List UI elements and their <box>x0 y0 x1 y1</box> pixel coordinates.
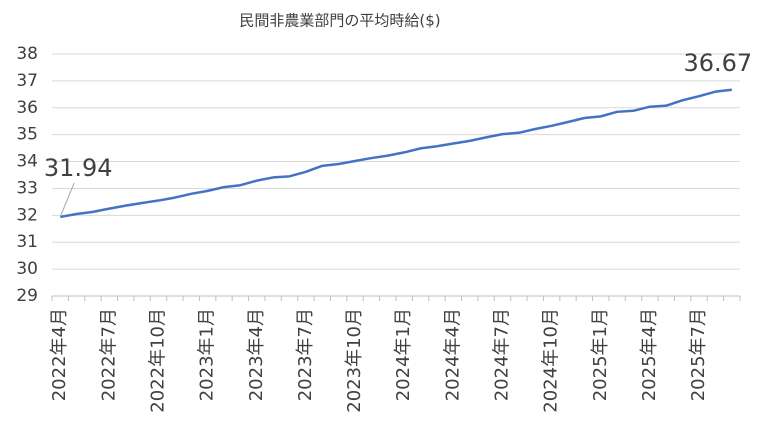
x-tick-label: 2022年10月 <box>147 308 168 413</box>
y-tick-label: 29 <box>16 286 38 306</box>
y-tick-label: 37 <box>16 71 38 91</box>
x-tick-label: 2024年4月 <box>442 308 463 401</box>
x-tick-label: 2024年7月 <box>491 308 512 401</box>
x-tick-label: 2023年7月 <box>295 308 316 401</box>
y-tick-label: 33 <box>16 178 38 198</box>
x-tick-label: 2025年7月 <box>688 308 709 401</box>
x-tick-label: 2023年1月 <box>197 308 218 401</box>
y-tick-label: 35 <box>16 125 38 145</box>
x-tick-label: 2023年10月 <box>344 308 365 413</box>
data-label: 36.67 <box>683 49 752 77</box>
x-tick-label: 2025年1月 <box>590 308 611 401</box>
y-tick-label: 38 <box>16 44 38 64</box>
y-tick-label: 34 <box>16 152 38 172</box>
line-series <box>59 88 732 219</box>
chart-title: 民間非農業部門の平均時給($) <box>239 12 440 30</box>
x-tick-label: 2022年4月 <box>49 308 70 401</box>
data-label: 31.94 <box>44 154 113 182</box>
x-tick-label: 2025年4月 <box>639 308 660 401</box>
x-tick-label: 2022年7月 <box>98 308 119 401</box>
x-tick-label: 2024年10月 <box>541 308 562 413</box>
y-tick-label: 32 <box>16 205 38 225</box>
y-tick-label: 30 <box>16 259 38 279</box>
x-tick-label: 2023年4月 <box>246 308 267 401</box>
y-tick-label: 36 <box>16 98 38 118</box>
label-leader <box>59 182 75 218</box>
y-tick-label: 31 <box>16 232 38 252</box>
x-tick-label: 2024年1月 <box>393 308 414 401</box>
